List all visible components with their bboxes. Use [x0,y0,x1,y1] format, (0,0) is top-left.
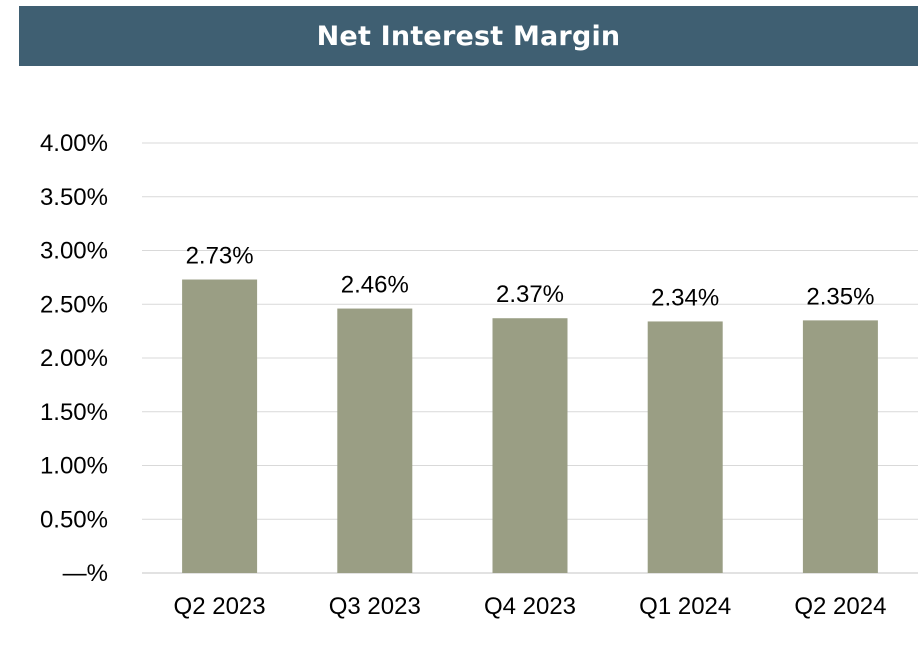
bar [647,321,723,573]
bar [182,279,258,573]
y-tick-label: 3.00% [40,238,108,265]
data-label: 2.73% [186,243,254,270]
data-labels: 2.73% 2.46% 2.37% 2.34% 2.35% [186,243,875,312]
data-label: 2.46% [341,272,409,299]
y-tick-label: 2.00% [40,345,108,372]
x-tick-label: Q4 2023 [484,593,576,620]
y-tick-label: 1.50% [40,399,108,426]
bar [337,308,413,573]
x-axis-ticks: Q2 2023 Q3 2023 Q4 2023 Q1 2024 Q2 2024 [174,593,887,620]
y-tick-label: 0.50% [40,506,108,533]
chart-title-bar: Net Interest Margin [19,6,918,66]
chart-title: Net Interest Margin [316,20,621,52]
y-tick-label: —% [63,560,108,587]
gridlines [142,142,918,574]
y-axis-ticks: —% 0.50% 1.00% 1.50% 2.00% 2.50% 3.00% 3.50% 4.0… [40,130,108,587]
data-label: 2.34% [651,284,719,311]
bar [492,318,568,573]
x-tick-label: Q2 2024 [794,593,886,620]
y-tick-label: 3.50% [40,184,108,211]
y-tick-label: 4.00% [40,130,108,157]
x-tick-label: Q2 2023 [174,593,266,620]
y-tick-label: 2.50% [40,291,108,318]
x-tick-label: Q3 2023 [329,593,421,620]
data-label: 2.35% [806,283,874,310]
y-tick-label: 1.00% [40,453,108,480]
x-tick-label: Q1 2024 [639,593,731,620]
bar [802,320,878,573]
data-label: 2.37% [496,281,564,308]
bars [182,279,878,573]
